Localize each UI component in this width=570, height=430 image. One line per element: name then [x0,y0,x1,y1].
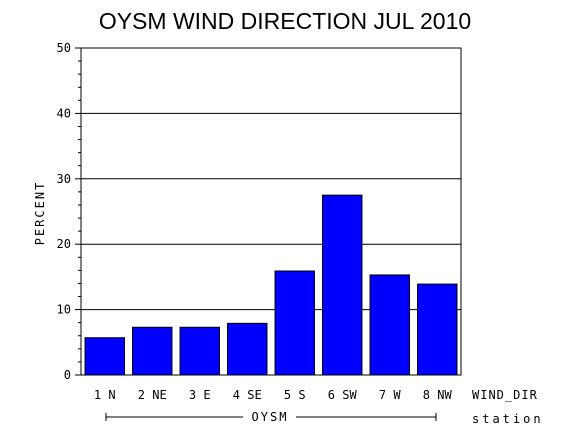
bar [369,274,410,376]
x-tick-label: 5 S [284,388,306,402]
x-tick-label: 4 SE [233,388,262,402]
bar [227,322,268,376]
bars [84,194,458,376]
x-tick-label: 8 NW [423,388,453,402]
bar [322,194,363,376]
station-group-bracket [105,413,437,421]
bar [84,337,125,376]
x-axis: 1 N 2 NE 3 E 4 SE 5 S 6 SW 7 W 8 NW [94,388,453,402]
bar [417,283,458,376]
y-tick-label: 40 [57,106,71,120]
y-tick-label: 0 [64,368,71,382]
bar [274,270,315,376]
x-tick-label: 2 NE [138,388,167,402]
station-group-label: OYSM [252,410,289,424]
x-tick-label: 1 N [94,388,116,402]
chart-title: OYSM WIND DIRECTION JUL 2010 [99,8,471,34]
gridlines [81,47,461,311]
y-tick-label: 30 [57,172,71,186]
plot-area [80,47,462,376]
x-tick-label: 6 SW [328,388,358,402]
y-tick-label: 10 [57,303,71,317]
bar [132,326,173,376]
x-axis-label: WIND_DIR [472,388,538,402]
x-tick-label: 3 E [189,388,211,402]
y-axis-label: PERCENT [33,181,47,246]
bar [179,326,220,376]
y-tick-label: 50 [57,41,71,55]
station-axis-label: station [472,412,544,426]
y-tick-label: 20 [57,237,71,251]
x-tick-label: 7 W [379,388,401,402]
y-axis: 0 10 20 30 40 50 [57,41,81,382]
